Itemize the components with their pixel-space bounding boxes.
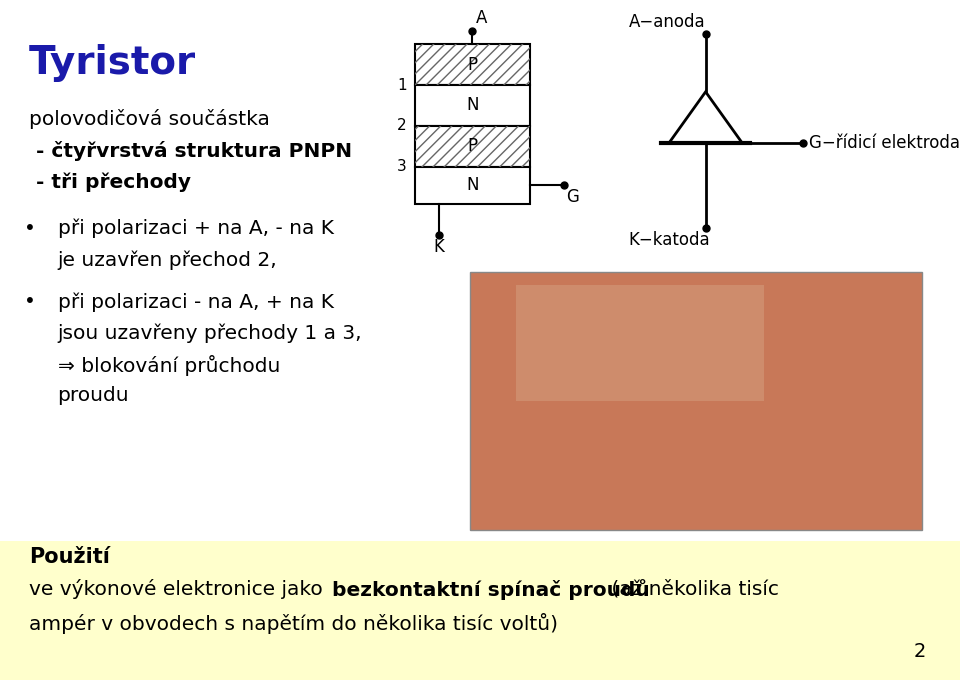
Text: při polarizaci - na A, + na K: při polarizaci - na A, + na K (58, 292, 334, 312)
Text: •: • (24, 219, 36, 238)
Text: 3: 3 (397, 159, 407, 174)
Text: G: G (566, 188, 580, 206)
Bar (415, 126, 530, 167)
Text: - čtyřvrstvá struktura PNPN: - čtyřvrstvá struktura PNPN (29, 141, 352, 160)
Text: P: P (468, 56, 477, 73)
Text: při polarizaci + na A, - na K: při polarizaci + na A, - na K (58, 219, 334, 239)
Text: je uzavřen přechod 2,: je uzavřen přechod 2, (58, 250, 277, 270)
Bar (415, 44, 530, 85)
Text: Použití: Použití (29, 547, 109, 567)
Bar (470, 272, 922, 530)
Text: N: N (466, 97, 479, 114)
Text: A−anoda: A−anoda (629, 13, 706, 31)
Text: - tři přechody: - tři přechody (29, 173, 191, 192)
Bar (0, 541, 960, 680)
Text: ve výkonové elektronice jako: ve výkonové elektronice jako (29, 579, 329, 599)
Text: K−katoda: K−katoda (629, 231, 710, 249)
Polygon shape (669, 92, 742, 143)
Bar (415, 167, 530, 204)
Text: jsou uzavřeny přechody 1 a 3,: jsou uzavřeny přechody 1 a 3, (58, 324, 362, 343)
Text: P: P (468, 137, 477, 155)
Bar (415, 44, 530, 85)
Text: 1: 1 (397, 78, 407, 92)
Text: Tyristor: Tyristor (29, 44, 196, 82)
Text: polovodičová součástka: polovodičová součástka (29, 109, 270, 129)
Text: 2: 2 (914, 642, 926, 661)
Text: ⇒ blokování průchodu: ⇒ blokování průchodu (58, 355, 280, 376)
Text: bezkontaktní spínač proudů: bezkontaktní spínač proudů (332, 579, 650, 600)
Bar (415, 85, 530, 126)
Text: •: • (24, 292, 36, 311)
Text: G−řídicí elektroda: G−řídicí elektroda (808, 134, 960, 152)
Bar (415, 126, 530, 167)
Text: (až několika tisíc: (až několika tisíc (605, 579, 779, 598)
Text: A: A (476, 9, 488, 27)
Text: K: K (433, 237, 444, 256)
Bar (516, 285, 764, 401)
Text: proudu: proudu (58, 386, 130, 405)
Text: ampér v obvodech s napětím do několika tisíc voltů): ampér v obvodech s napětím do několika t… (29, 613, 558, 634)
Text: N: N (466, 176, 479, 194)
Text: 2: 2 (397, 118, 407, 133)
